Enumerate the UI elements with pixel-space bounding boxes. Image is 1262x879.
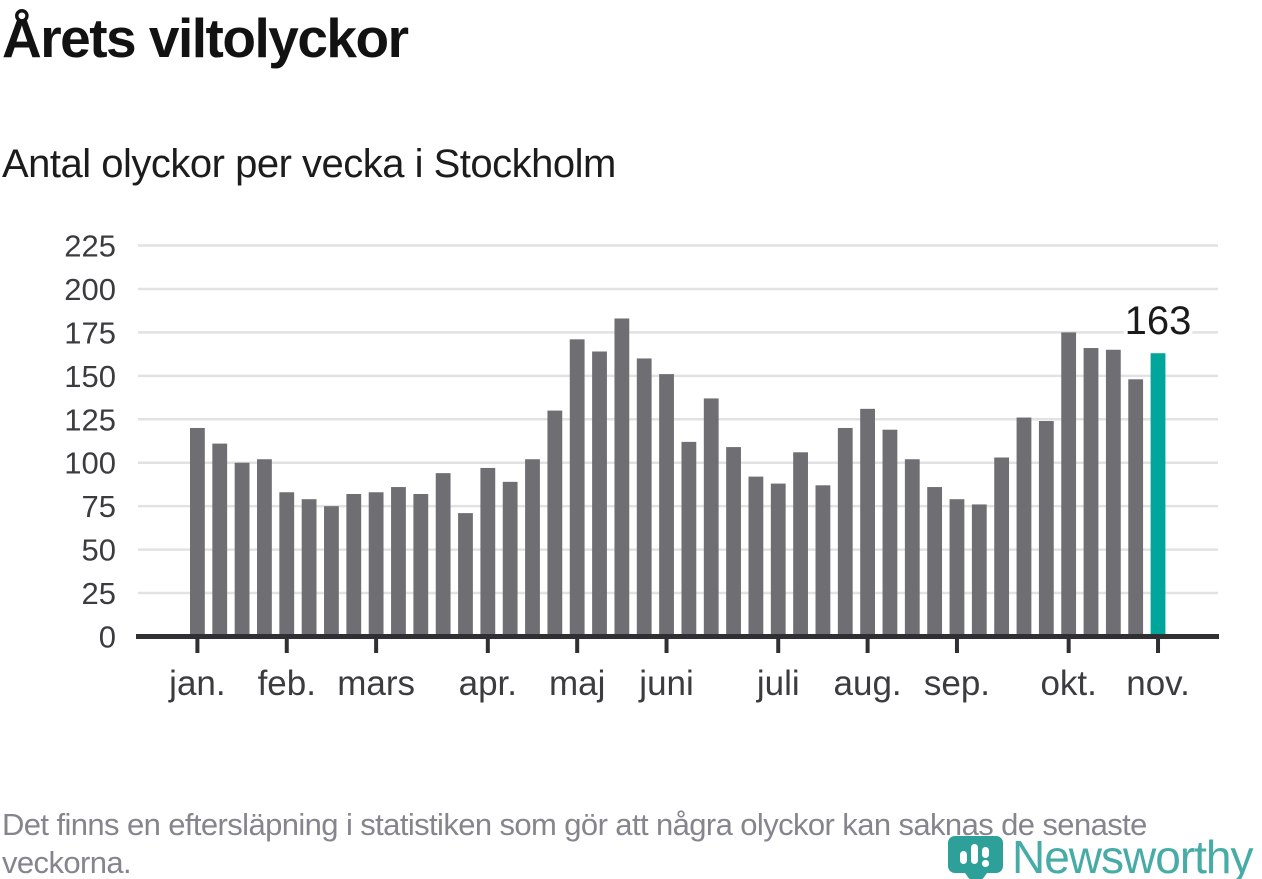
bar	[592, 351, 607, 637]
bar	[502, 481, 518, 637]
x-axis-tick-label: juli	[756, 664, 800, 703]
bar	[525, 459, 540, 637]
bar	[860, 408, 875, 637]
newsworthy-wordmark: Newsworthy	[1012, 831, 1254, 879]
newsworthy-logo: Newsworthy	[948, 831, 1262, 879]
bar	[279, 492, 295, 637]
chart-subtitle: Antal olyckor per vecka i Stockholm	[2, 142, 616, 186]
bar-value-label: 163	[1125, 299, 1192, 343]
bar	[681, 441, 697, 637]
y-axis-tick-label: 200	[64, 272, 116, 307]
y-axis-tick-label: 0	[99, 620, 116, 655]
x-axis-tick-label: juni	[638, 664, 693, 703]
bar	[882, 429, 898, 637]
bar	[1083, 348, 1099, 637]
bar	[904, 459, 920, 637]
bar	[636, 358, 652, 637]
x-axis-tick-label: aug.	[834, 664, 902, 703]
bar-highlighted	[1150, 353, 1166, 637]
bar	[346, 494, 362, 637]
bar	[435, 473, 451, 637]
bar	[212, 443, 228, 637]
bar	[659, 374, 674, 637]
y-axis-tick-label: 100	[64, 446, 116, 481]
bar	[726, 447, 741, 637]
bar	[324, 506, 339, 637]
bar	[994, 457, 1010, 637]
y-axis-tick-label: 150	[64, 359, 116, 394]
x-axis-tick-label: maj	[549, 664, 605, 703]
newsworthy-pin-icon	[948, 836, 1003, 879]
y-axis-tick-label: 125	[64, 402, 116, 437]
bar	[368, 492, 384, 637]
x-axis-tick-label: feb.	[258, 664, 316, 703]
bar	[949, 499, 965, 637]
x-axis-tick-label: apr.	[459, 664, 517, 703]
y-axis-tick-label: 225	[64, 228, 116, 263]
footnote: Det finns en eftersläpning i statistiken…	[2, 807, 1147, 879]
bar	[927, 487, 943, 637]
x-axis-tick-label: sep.	[924, 664, 990, 703]
x-axis-tick-label: mars	[337, 664, 415, 703]
x-axis-tick-label: okt.	[1040, 664, 1096, 703]
bar	[837, 427, 853, 637]
bar	[458, 513, 473, 637]
y-axis-tick-label: 50	[82, 533, 116, 568]
bar	[190, 427, 205, 637]
bar	[748, 476, 764, 637]
bar	[301, 499, 317, 637]
bar	[614, 318, 630, 637]
bar	[257, 459, 272, 637]
bar	[234, 462, 250, 637]
bar	[1105, 349, 1121, 637]
x-axis-tick-label: jan.	[168, 664, 225, 703]
bar	[391, 487, 406, 637]
bar	[547, 410, 563, 637]
y-axis-tick-label: 75	[82, 489, 116, 524]
bar	[971, 504, 987, 637]
bar	[703, 398, 719, 637]
x-axis-tick-label: nov.	[1126, 664, 1190, 703]
y-axis-tick-label: 25	[82, 576, 116, 611]
bar	[413, 494, 429, 637]
bar	[1038, 421, 1054, 637]
bar	[815, 485, 831, 637]
bar	[1016, 417, 1032, 637]
bar	[1061, 332, 1077, 637]
bar	[770, 483, 786, 637]
bar	[480, 467, 496, 637]
bar	[569, 339, 585, 637]
y-axis-tick-label: 175	[64, 315, 116, 350]
bar	[793, 452, 808, 637]
chart-title: Årets viltolyckor	[2, 7, 409, 69]
bar	[1128, 379, 1144, 637]
